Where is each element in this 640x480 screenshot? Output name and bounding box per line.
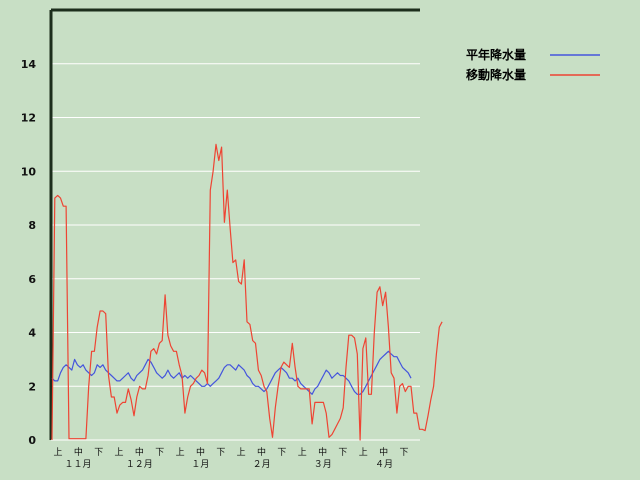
x-tick-label: 下: [277, 448, 286, 458]
x-tick-label: 上: [53, 447, 62, 458]
x-tick-label: 中: [318, 446, 327, 458]
series-lines: [51, 143, 443, 441]
x-tick-label: 中: [379, 446, 388, 458]
x-tick-label: 中: [74, 446, 83, 458]
x-tick-label: 下: [399, 448, 408, 458]
x-tick-label: 下: [216, 448, 225, 458]
x-tick-label: 上: [237, 447, 246, 458]
x-tick-label: 中: [196, 446, 205, 458]
legend-label: 移動降水量: [466, 67, 526, 82]
y-tick-label: 10: [21, 165, 37, 178]
y-tick-label: 4: [28, 327, 36, 340]
x-month-label: ３月: [314, 459, 332, 470]
series-line-1: [51, 350, 412, 395]
x-tick-label: 上: [298, 447, 307, 458]
y-tick-label: 2: [28, 380, 36, 393]
x-tick-label: 上: [115, 447, 124, 458]
x-month-label: １２月: [126, 459, 153, 470]
x-month-label: １月: [191, 459, 209, 470]
x-tick-label: 中: [257, 446, 266, 458]
y-tick-label: 14: [21, 58, 37, 71]
gridlines: [51, 63, 420, 387]
x-tick-label: 下: [338, 448, 347, 458]
x-tick-label: 中: [135, 446, 144, 458]
x-tick-label: 上: [176, 447, 185, 458]
y-tick-label: 12: [21, 112, 36, 125]
x-tick-label: 上: [359, 447, 368, 458]
axes: [49, 8, 420, 441]
legend-label: 平年降水量: [466, 47, 526, 62]
x-month-label: ４月: [375, 459, 393, 470]
x-month-label: ２月: [253, 459, 271, 470]
series-line-2: [51, 143, 443, 441]
y-tick-label: 6: [28, 273, 36, 286]
y-tick-label: 8: [28, 219, 36, 232]
x-tick-label: 下: [155, 448, 164, 458]
y-axis-ticks: 0 2 4 6 8 10 12 14: [21, 58, 37, 447]
y-tick-label: 0: [28, 434, 36, 447]
x-month-label: １１月: [64, 459, 91, 470]
x-axis-ticks: 上中下上中下上中下上中下上中下上中下１１月 １２月 １月 ２月 ３月 ４月: [53, 446, 408, 470]
x-tick-label: 下: [94, 448, 103, 458]
